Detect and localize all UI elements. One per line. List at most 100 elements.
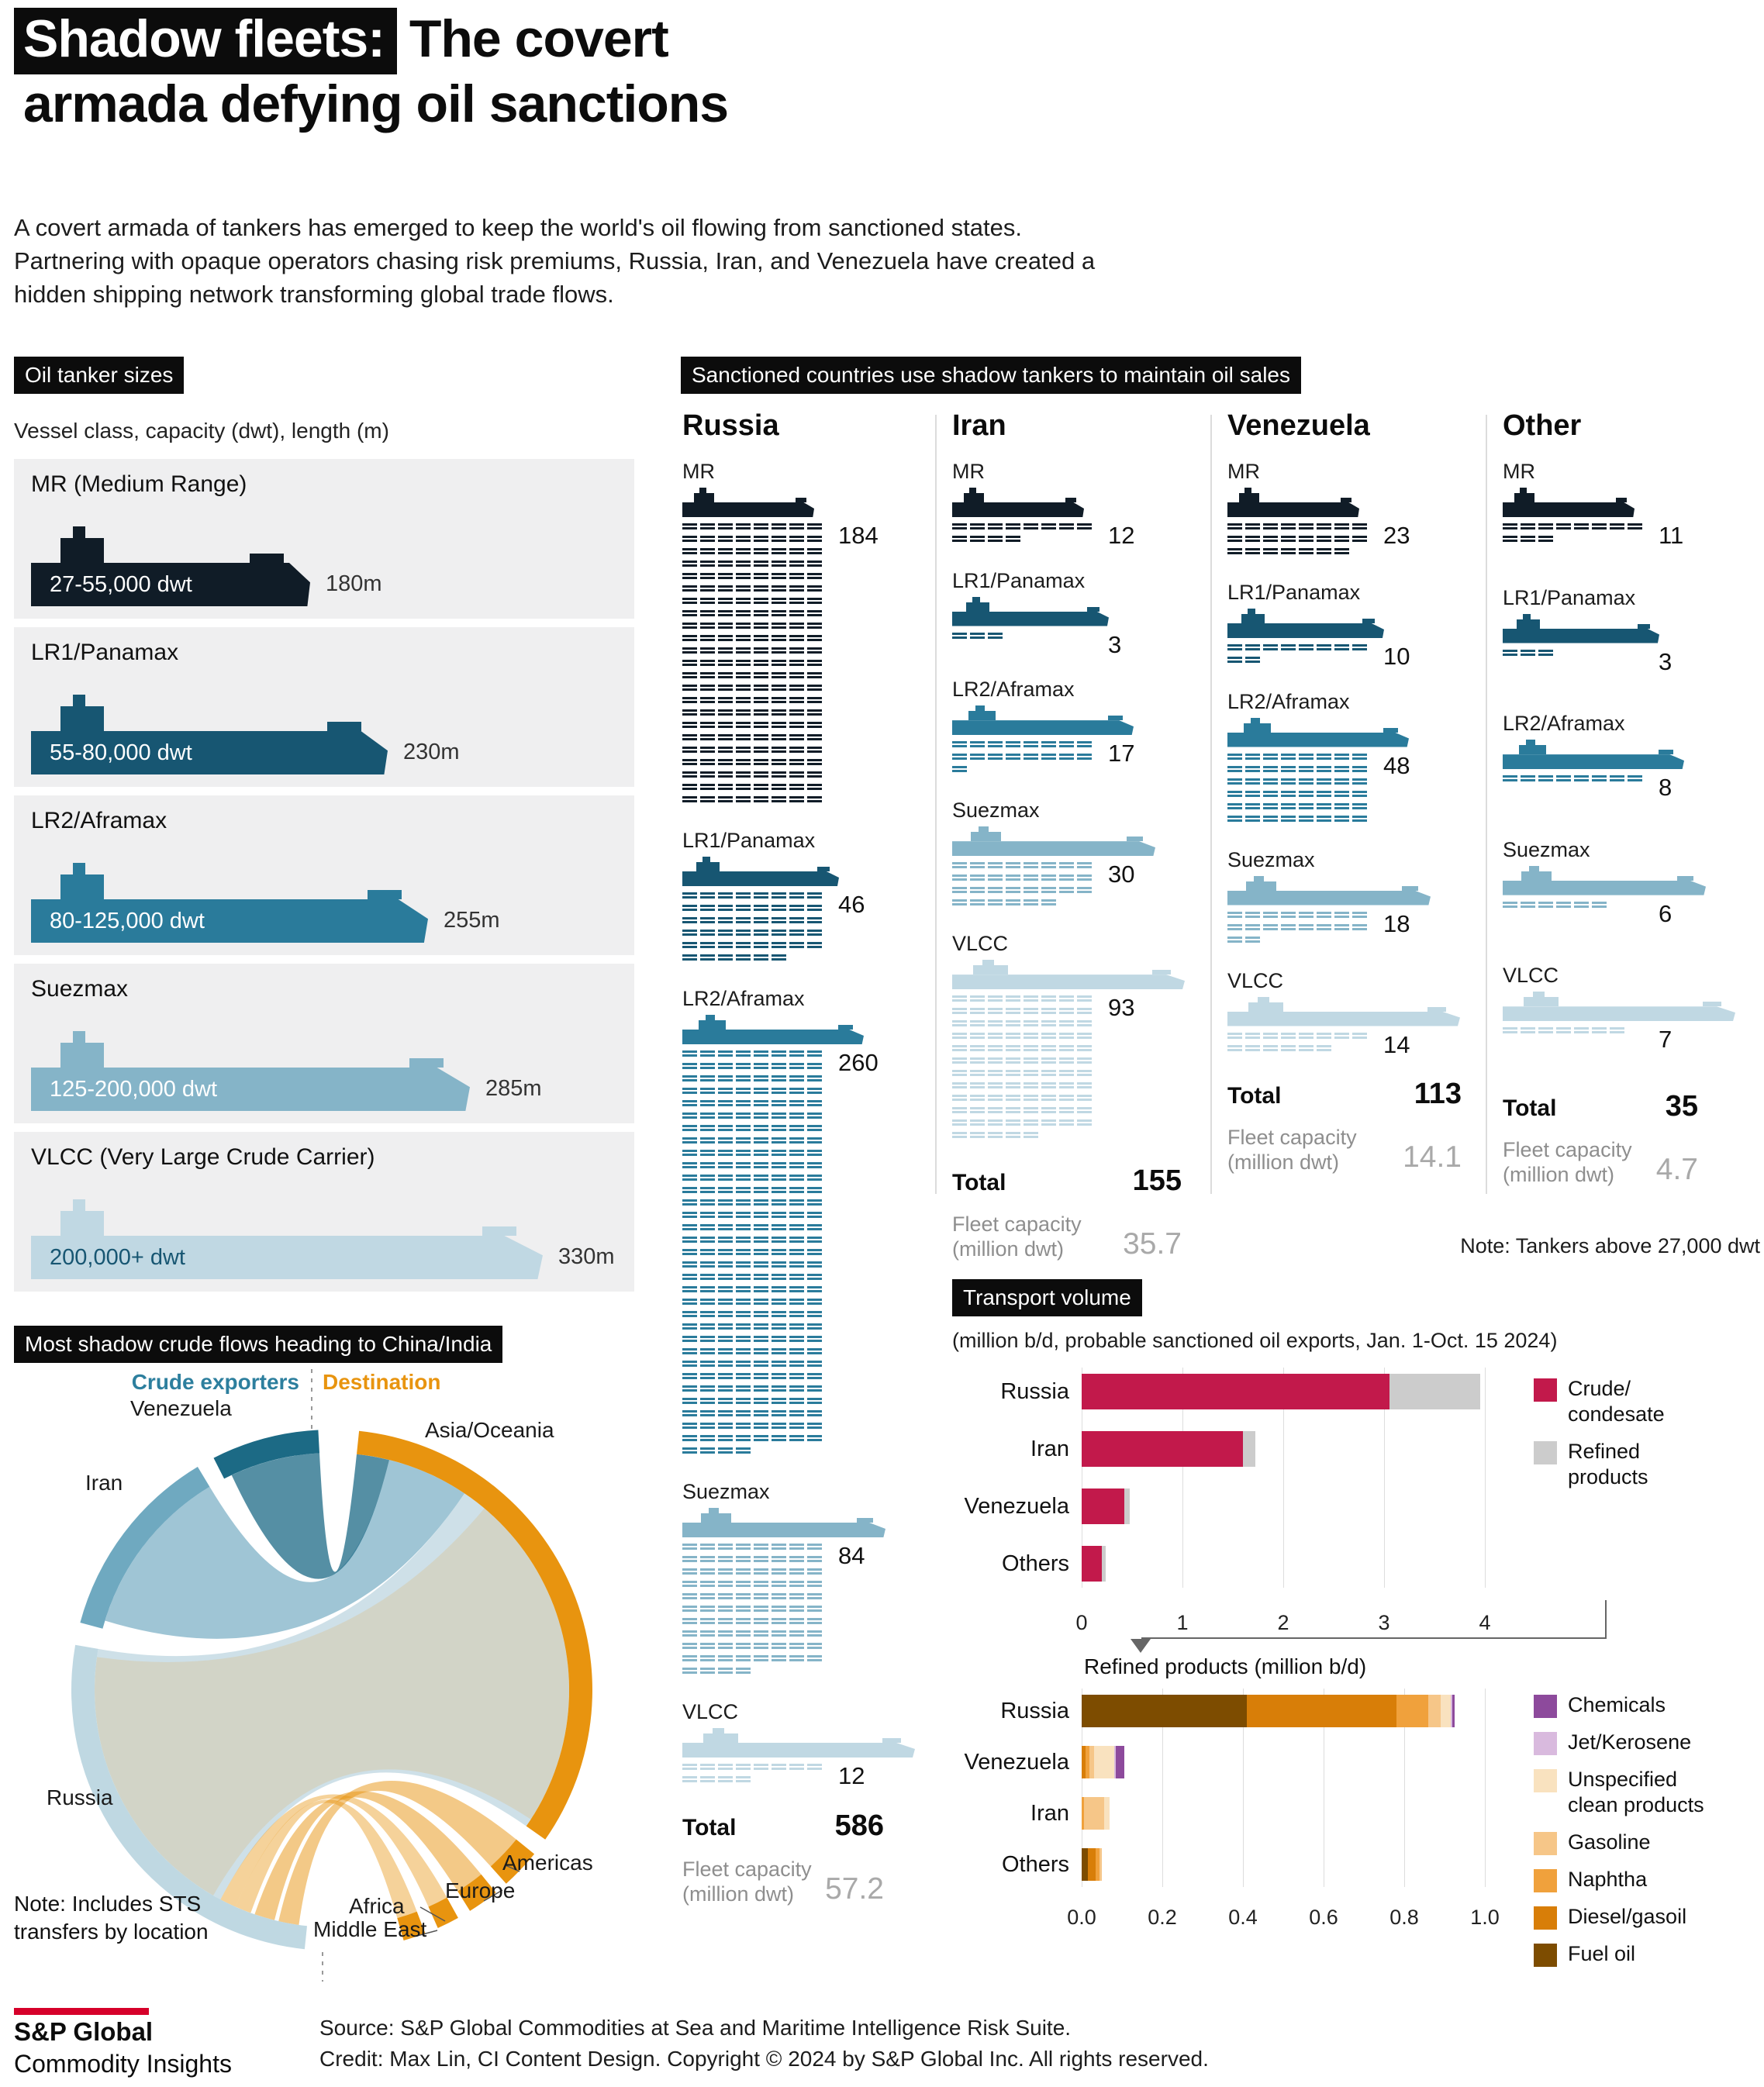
tanker-unit: [754, 1112, 768, 1119]
tanker-unit: [682, 1630, 697, 1637]
tanker-unit: [682, 1764, 697, 1770]
tanker-unit: [807, 1088, 822, 1094]
tanker-unit: [1538, 775, 1553, 782]
tanker-unit: [754, 1336, 768, 1342]
tanker-unit: [754, 573, 768, 579]
chord-arc-americas: [490, 1839, 535, 1884]
tanker-unit: [772, 1286, 786, 1292]
tanker-unit: [1024, 887, 1038, 894]
tanker-unit: [682, 1050, 697, 1057]
tanker-unit: [789, 610, 804, 616]
tanker-unit: [1556, 1027, 1571, 1034]
tanker-unit: [700, 1373, 715, 1379]
tanker-unit: [1041, 1070, 1056, 1077]
tanker-unit: [682, 536, 697, 542]
vessel-ship-icon: [1227, 607, 1384, 638]
fleet-vessel-group-vlcc: VLCC 14: [1227, 969, 1476, 1058]
legend-swatch-diesel-gasoil: [1534, 1906, 1557, 1930]
ship-superstructure: [968, 711, 996, 721]
tanker-unit: [718, 647, 733, 654]
tanker-unit: [736, 759, 751, 765]
tanker-unit: [807, 1274, 822, 1280]
tanker-unit: [772, 536, 786, 542]
tanker-unit-grid: [1503, 901, 1646, 914]
vessel-class-label: LR1/Panamax: [1503, 585, 1636, 609]
fleet-column-russia: Russia MR 184 LR1/Panamax 46 LR2/Aframax 260 Su…: [682, 409, 919, 1906]
chord-ribbon: [235, 1799, 417, 1919]
bar-category-label: Iran: [1030, 1801, 1069, 1826]
tanker-unit: [718, 1336, 733, 1342]
tanker-unit: [1352, 536, 1367, 542]
tanker-unit: [700, 1125, 715, 1131]
tanker-unit: [718, 771, 733, 778]
tanker-unit: [1317, 923, 1331, 930]
tanker-unit: [952, 536, 967, 542]
tanker-unit: [952, 1057, 967, 1064]
tanker-unit: [1574, 1027, 1589, 1034]
tanker-unit: [682, 784, 697, 790]
tanker-unit: [718, 1175, 733, 1181]
tanker-unit: [1006, 741, 1020, 748]
tanker-unit: [682, 759, 697, 765]
vessel-class-label: MR: [1503, 460, 1535, 483]
vessel-count-row: 84: [682, 1543, 919, 1680]
tanker-unit: [772, 1112, 786, 1119]
tanker-unit: [1317, 802, 1331, 809]
legend-label-gasoline: Gasoline: [1568, 1830, 1651, 1854]
tanker-unit: [718, 1410, 733, 1416]
tanker-unit: [1077, 1070, 1092, 1077]
vessel-count-row: 7: [1503, 1027, 1762, 1053]
tanker-unit: [700, 1299, 715, 1305]
tanker-unit: [1006, 1070, 1020, 1077]
vessel-ship-icon: [1227, 716, 1409, 747]
ship-foredeck: [1637, 623, 1650, 629]
tanker-unit: [736, 548, 751, 554]
total-value: 113: [1414, 1078, 1462, 1111]
ship-superstructure: [694, 493, 714, 502]
tanker-unit: [1077, 887, 1092, 894]
tanker-size-panels: MR (Medium Range) 27-55,000 dwt 180m LR1/Pa…: [14, 459, 634, 1300]
tanker-unit: [952, 741, 967, 748]
ship-hull: 27-55,000 dwt: [31, 563, 310, 606]
tanker-unit: [700, 610, 715, 616]
vessel-count-row: 18: [1227, 911, 1476, 949]
tanker-unit: [988, 899, 1003, 906]
bar-segment-unspecified-clean-products: [1440, 1695, 1451, 1727]
tanker-unit: [1299, 790, 1314, 797]
tanker-unit: [789, 1199, 804, 1206]
tanker-unit: [700, 1175, 715, 1181]
tanker-unit: [772, 1237, 786, 1243]
x-axis-tick-label: 0.8: [1389, 1906, 1419, 1929]
tanker-unit: [1299, 1032, 1314, 1039]
ship-foredeck: [796, 498, 806, 502]
x-axis-tick-label: 1.0: [1470, 1906, 1500, 1929]
tanker-unit: [718, 1112, 733, 1119]
tanker-unit: [754, 1385, 768, 1392]
ship-hull: [682, 1523, 885, 1537]
tanker-unit: [970, 1095, 985, 1102]
tanker-unit: [736, 585, 751, 592]
tanker-unit: [736, 1063, 751, 1069]
tanker-unit: [682, 1224, 697, 1230]
tanker-unit: [718, 1655, 733, 1661]
vessel-count-row: 30: [952, 862, 1199, 912]
ship-hull: [1227, 1011, 1460, 1026]
tanker-unit: [952, 632, 967, 639]
tanker-unit: [988, 1119, 1003, 1126]
ship-foredeck: [838, 1025, 853, 1030]
tanker-unit: [754, 722, 768, 728]
bar-category-label: Russia: [1000, 1699, 1069, 1723]
tanker-unit: [1077, 1057, 1092, 1064]
tanker-unit: [772, 1544, 786, 1550]
commodity-insights-logo: Commodity Insights: [14, 2050, 232, 2078]
tanker-unit: [736, 1336, 751, 1342]
tanker-unit: [772, 660, 786, 666]
tanker-unit: [1059, 1119, 1074, 1126]
tanker-unit: [1227, 644, 1242, 650]
tanker-unit: [1556, 523, 1571, 530]
tanker-unit: [772, 1075, 786, 1081]
tanker-unit: [1352, 523, 1367, 530]
ship-hull: [952, 720, 1134, 736]
tanker-unit: [952, 1045, 967, 1052]
tanker-unit: [736, 561, 751, 567]
